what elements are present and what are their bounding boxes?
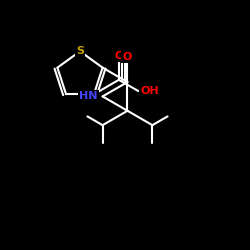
Text: O: O: [123, 52, 132, 62]
Text: HN: HN: [79, 92, 98, 102]
Text: S: S: [76, 46, 84, 56]
Text: O: O: [114, 50, 124, 60]
Text: OH: OH: [140, 86, 159, 96]
